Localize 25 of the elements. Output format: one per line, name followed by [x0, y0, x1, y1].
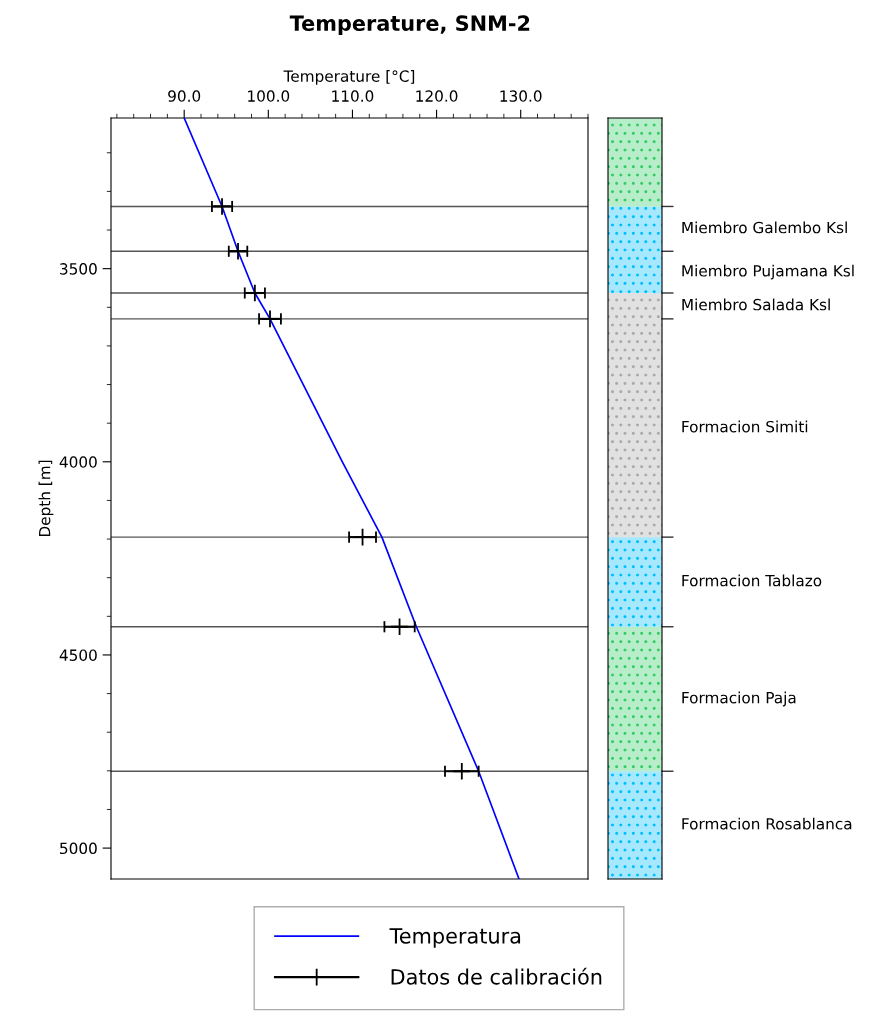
text: Formacion Tablazo [682, 574, 822, 587]
x-tick-label: 130.0 [500, 90, 542, 102]
text: Formacion Simiti [682, 420, 808, 433]
point [452, 761, 472, 781]
text: Miembro Galembo Ksl [682, 221, 847, 234]
x-tick-label: 100.0 [248, 90, 290, 102]
x-axis-title: Temperature [°C] [283, 70, 415, 85]
chart-title: Temperature, SNM-2 [289, 15, 530, 36]
x-tick-label: 110.0 [332, 90, 374, 102]
y-tick-label: 3500 [60, 263, 97, 275]
point [390, 617, 409, 636]
text: Formacion Rosablanca [682, 817, 852, 830]
x-tick-label: 90.0 [168, 90, 201, 102]
legend-label: Datos de calibración [391, 967, 602, 985]
text: Miembro Pujamana Ksl [682, 264, 854, 280]
y-tick-label: 5000 [60, 842, 97, 855]
y-tick-label: 4500 [59, 649, 97, 661]
y-axis-title: Depth [m] [38, 460, 54, 537]
line-series [183, 118, 520, 879]
y-tick-label: 4000 [59, 456, 97, 468]
point [353, 527, 372, 547]
x-tick-label: 120.0 [416, 90, 458, 102]
text: Formacion Paja [682, 691, 796, 707]
text: Miembro Salada Ksl [682, 298, 830, 311]
legend-label: Temperatura [389, 928, 521, 948]
